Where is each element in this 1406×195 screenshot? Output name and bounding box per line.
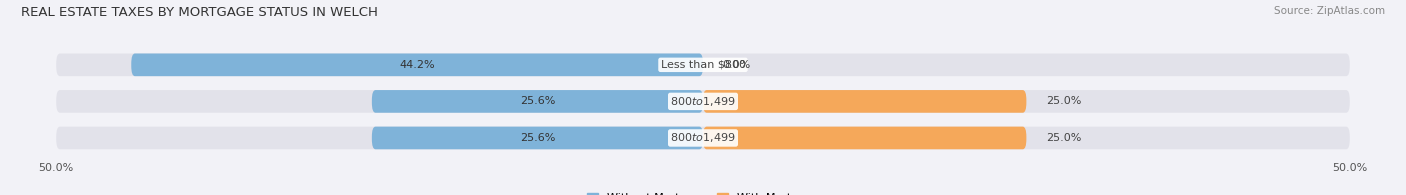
Legend: Without Mortgage, With Mortgage: Without Mortgage, With Mortgage (588, 193, 818, 195)
Text: $800 to $1,499: $800 to $1,499 (671, 131, 735, 144)
FancyBboxPatch shape (56, 90, 1350, 113)
Text: 25.6%: 25.6% (520, 133, 555, 143)
FancyBboxPatch shape (371, 90, 703, 113)
FancyBboxPatch shape (131, 53, 703, 76)
Text: 44.2%: 44.2% (399, 60, 434, 70)
FancyBboxPatch shape (371, 127, 703, 149)
Text: $800 to $1,499: $800 to $1,499 (671, 95, 735, 108)
Text: 25.0%: 25.0% (1046, 133, 1081, 143)
FancyBboxPatch shape (703, 127, 1026, 149)
Text: 25.6%: 25.6% (520, 96, 555, 106)
Text: Less than $800: Less than $800 (661, 60, 745, 70)
FancyBboxPatch shape (703, 90, 1026, 113)
FancyBboxPatch shape (56, 127, 1350, 149)
Text: 25.0%: 25.0% (1046, 96, 1081, 106)
Text: 0.0%: 0.0% (723, 60, 751, 70)
FancyBboxPatch shape (56, 53, 1350, 76)
Text: REAL ESTATE TAXES BY MORTGAGE STATUS IN WELCH: REAL ESTATE TAXES BY MORTGAGE STATUS IN … (21, 6, 378, 19)
Text: Source: ZipAtlas.com: Source: ZipAtlas.com (1274, 6, 1385, 16)
